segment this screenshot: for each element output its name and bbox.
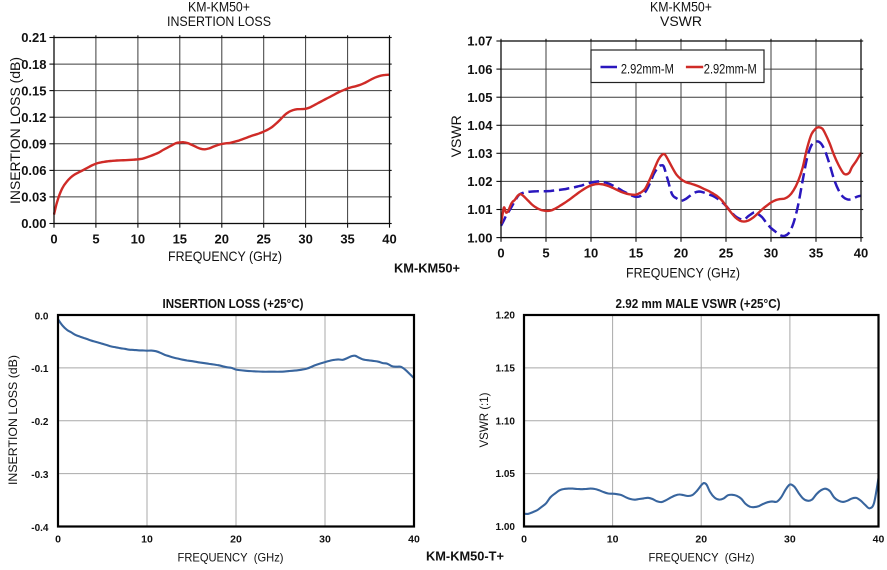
svg-text:2.92mm-M: 2.92mm-M [621, 61, 674, 76]
svg-text:VSWR: VSWR [660, 13, 702, 29]
svg-text:1.10: 1.10 [496, 416, 516, 427]
svg-text:FREQUENCY (GHz): FREQUENCY (GHz) [626, 264, 740, 280]
svg-text:40: 40 [873, 534, 885, 546]
svg-text:FREQUENCY (GHz): FREQUENCY (GHz) [649, 551, 755, 565]
svg-text:15: 15 [629, 245, 643, 260]
svg-text:1.02: 1.02 [467, 174, 492, 189]
svg-text:1.05: 1.05 [496, 469, 516, 480]
svg-text:0.03: 0.03 [21, 190, 46, 205]
svg-text:25: 25 [719, 245, 733, 260]
svg-text:2.92 mm MALE VSWR (+25°C): 2.92 mm MALE VSWR (+25°C) [616, 296, 781, 311]
svg-text:35: 35 [340, 232, 354, 247]
svg-text:0: 0 [497, 245, 504, 260]
svg-text:-0.2: -0.2 [31, 417, 49, 428]
svg-text:15: 15 [173, 232, 187, 247]
svg-text:1.01: 1.01 [467, 202, 492, 217]
svg-text:40: 40 [854, 245, 868, 260]
svg-text:1.20: 1.20 [496, 311, 516, 322]
svg-text:5: 5 [92, 232, 99, 247]
svg-text:0: 0 [521, 534, 527, 546]
svg-text:INSERTION LOSS (dB): INSERTION LOSS (dB) [6, 355, 20, 485]
svg-text:-0.4: -0.4 [31, 523, 49, 534]
svg-text:KM-KM50-T+: KM-KM50-T+ [426, 549, 504, 564]
svg-text:INSERTION LOSS: INSERTION LOSS [167, 13, 271, 29]
svg-text:FREQUENCY (GHz): FREQUENCY (GHz) [168, 248, 282, 264]
svg-text:1.15: 1.15 [496, 363, 516, 374]
svg-text:0.12: 0.12 [21, 110, 46, 125]
svg-text:20: 20 [695, 534, 707, 546]
svg-text:1.03: 1.03 [467, 146, 492, 161]
svg-text:INSERTION LOSS (+25°C): INSERTION LOSS (+25°C) [163, 296, 304, 311]
svg-text:0: 0 [55, 534, 61, 546]
svg-text:0.09: 0.09 [21, 136, 46, 151]
svg-text:VSWR (:1): VSWR (:1) [477, 393, 491, 448]
svg-text:FREQUENCY (GHz): FREQUENCY (GHz) [178, 551, 284, 565]
svg-text:30: 30 [784, 534, 796, 546]
svg-text:KM-KM50+: KM-KM50+ [394, 261, 460, 276]
svg-text:-0.3: -0.3 [31, 470, 49, 481]
svg-text:40: 40 [382, 232, 396, 247]
svg-text:5: 5 [542, 245, 549, 260]
svg-text:0.0: 0.0 [35, 311, 49, 322]
svg-text:40: 40 [408, 534, 420, 546]
svg-text:0.21: 0.21 [21, 30, 46, 45]
svg-text:10: 10 [131, 232, 145, 247]
svg-text:1.05: 1.05 [467, 90, 492, 105]
svg-text:KM-KM50+: KM-KM50+ [650, 0, 712, 15]
svg-text:30: 30 [764, 245, 778, 260]
svg-text:KM-KM50+: KM-KM50+ [188, 0, 250, 15]
svg-text:30: 30 [298, 232, 312, 247]
svg-text:10: 10 [141, 534, 153, 546]
svg-text:1.06: 1.06 [467, 62, 492, 77]
svg-text:20: 20 [215, 232, 229, 247]
svg-text:VSWR: VSWR [448, 115, 464, 157]
svg-text:0.18: 0.18 [21, 57, 46, 72]
svg-text:INSERTION LOSS (dB): INSERTION LOSS (dB) [7, 57, 23, 204]
svg-text:1.00: 1.00 [496, 522, 516, 533]
svg-text:-0.1: -0.1 [31, 364, 49, 375]
svg-text:20: 20 [230, 534, 242, 546]
svg-text:1.07: 1.07 [467, 34, 492, 49]
svg-text:20: 20 [674, 245, 688, 260]
svg-text:10: 10 [584, 245, 598, 260]
svg-text:0.00: 0.00 [21, 216, 46, 231]
svg-text:35: 35 [809, 245, 823, 260]
svg-text:1.00: 1.00 [467, 230, 492, 245]
svg-text:1.04: 1.04 [467, 118, 493, 133]
svg-text:25: 25 [256, 232, 270, 247]
svg-text:0.06: 0.06 [21, 163, 46, 178]
svg-text:30: 30 [319, 534, 331, 546]
svg-text:0.15: 0.15 [21, 83, 46, 98]
svg-text:0: 0 [50, 232, 57, 247]
svg-text:2.92mm-M: 2.92mm-M [704, 61, 757, 76]
svg-text:10: 10 [607, 534, 619, 546]
